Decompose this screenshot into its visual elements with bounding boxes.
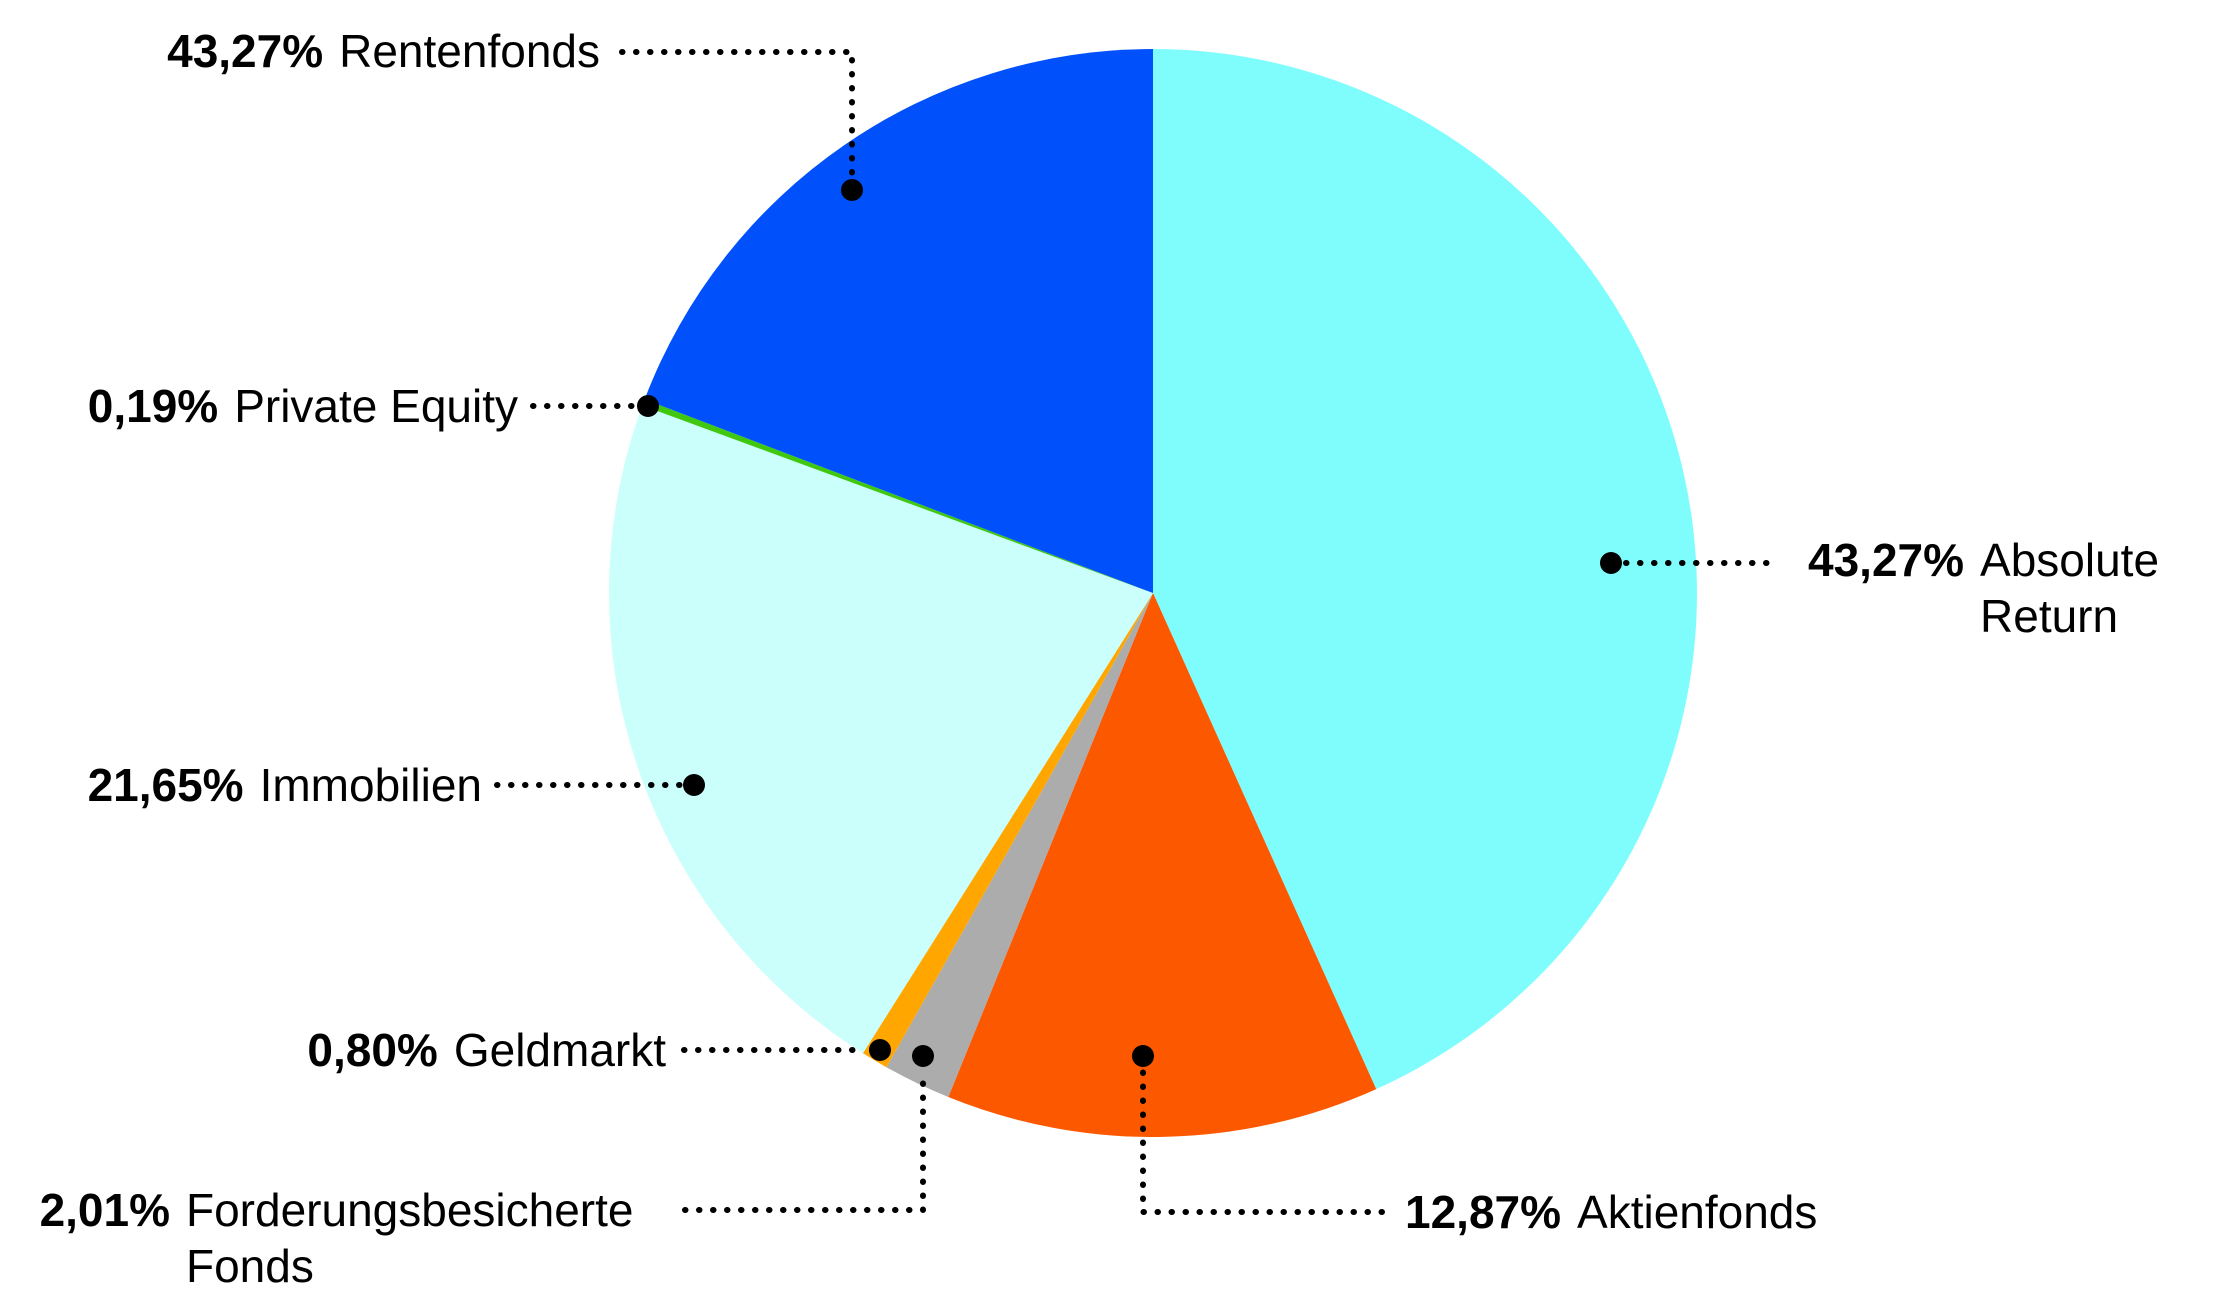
leader-line-rentenfonds (619, 49, 855, 193)
callout-immobilien: 21,65% Immobilien (88, 757, 482, 813)
slice-name-aktienfonds: Aktienfonds (1577, 1186, 1818, 1238)
pie-slice-immobilien (608, 405, 1153, 1054)
leader-line-forderungsbesicherte-fonds (682, 1068, 926, 1213)
callout-forderungsbesicherte-fonds: 2,01% Forderungsbesicherte Fonds (40, 1182, 668, 1292)
slice-percent-immobilien: 21,65% (87, 759, 244, 811)
slice-percent-forderungsbesicherte-fonds: 2,01% (39, 1184, 170, 1236)
callout-absolute-return: 43,27% Absolute Return (1808, 532, 2185, 644)
leader-anchor-dot-absolute-return (1600, 552, 1622, 574)
slice-name-forderungsbesicherte-fonds: Forderungsbesicherte Fonds (186, 1184, 634, 1292)
slice-percent-rentenfonds: 43,27% (167, 25, 324, 77)
slice-name-private-equity: Private Equity (234, 380, 518, 432)
pie-slice-aktienfonds (948, 593, 1377, 1137)
pie-slice-geldmarkt (862, 593, 1153, 1068)
pie-slice-private-equity (642, 399, 1153, 593)
leader-line-aktienfonds (1140, 1068, 1385, 1215)
slice-percent-absolute-return: 43,27% (1808, 534, 1965, 586)
slice-name-geldmarkt: Geldmarkt (453, 1024, 666, 1076)
slice-percent-geldmarkt: 0,80% (307, 1024, 438, 1076)
pie-slice-forderungsbesicherte-fonds (886, 593, 1153, 1098)
leader-anchor-dot-private-equity (637, 395, 659, 417)
slice-name-rentenfonds: Rentenfonds (339, 25, 600, 77)
slice-percent-private-equity: 0,19% (87, 380, 219, 432)
pie-slice-absolute-return (1153, 49, 1697, 1090)
leader-anchor-dot-geldmarkt (869, 1039, 891, 1061)
callout-geldmarkt: 0,80% Geldmarkt (307, 1022, 666, 1078)
leader-anchor-dot-rentenfonds (841, 179, 863, 201)
callout-rentenfonds: 43,27% Rentenfonds (167, 23, 600, 79)
leader-anchor-dot-forderungsbesicherte-fonds (912, 1045, 934, 1067)
slice-percent-aktienfonds: 12,87% (1405, 1186, 1562, 1238)
leader-anchor-dot-aktienfonds (1132, 1045, 1154, 1067)
callout-private-equity: 0,19% Private Equity (88, 378, 518, 434)
pie-slice-rentenfonds (644, 49, 1153, 593)
slice-name-absolute-return: Absolute Return (1980, 534, 2160, 642)
leader-anchor-dot-immobilien (683, 774, 705, 796)
callout-aktienfonds: 12,87% Aktienfonds (1405, 1184, 1817, 1240)
slice-name-immobilien: Immobilien (259, 759, 482, 811)
